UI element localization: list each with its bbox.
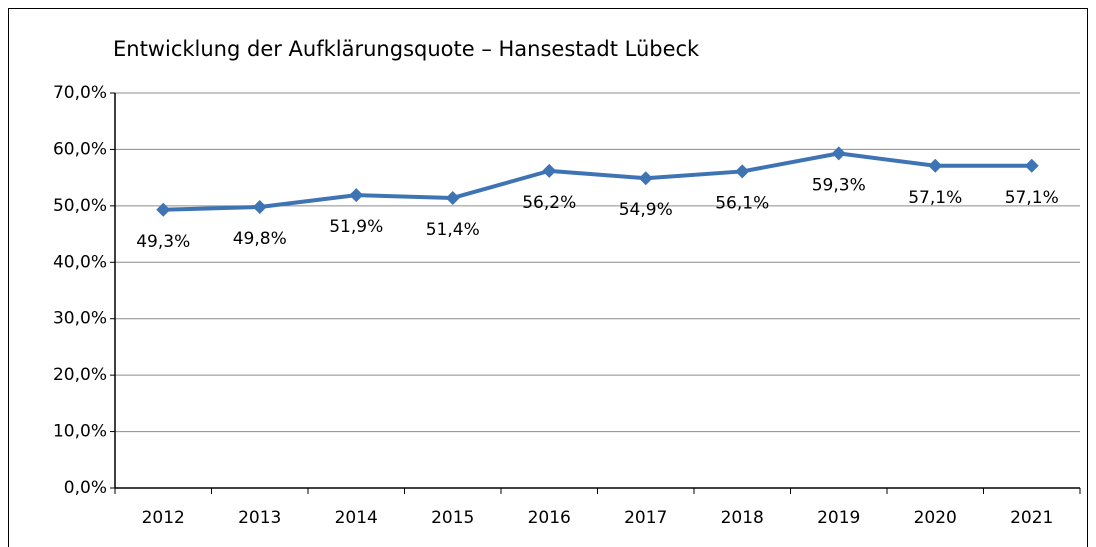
- point-marker: [831, 146, 846, 161]
- data-label: 56,1%: [715, 193, 769, 213]
- y-tick-label: 70,0%: [53, 83, 107, 103]
- point-marker: [542, 163, 557, 178]
- data-label: 59,3%: [812, 175, 866, 195]
- data-label: 51,9%: [329, 217, 383, 237]
- x-tick-label: 2021: [1010, 508, 1053, 528]
- chart-title: Entwicklung der Aufklärungsquote – Hanse…: [113, 37, 700, 61]
- x-tick-label: 2019: [817, 508, 860, 528]
- x-tick-label: 2014: [335, 508, 378, 528]
- x-tick-label: 2020: [914, 508, 957, 528]
- y-tick-label: 20,0%: [53, 365, 107, 385]
- x-tick-label: 2018: [721, 508, 764, 528]
- point-marker: [638, 171, 653, 186]
- data-label: 57,1%: [908, 188, 962, 208]
- data-label: 49,3%: [136, 232, 190, 252]
- y-tick-label: 60,0%: [53, 139, 107, 159]
- y-tick-label: 50,0%: [53, 196, 107, 216]
- point-marker: [252, 199, 267, 214]
- point-marker: [928, 158, 943, 173]
- y-tick-label: 40,0%: [53, 252, 107, 272]
- point-marker: [156, 202, 171, 217]
- data-label: 57,1%: [1005, 188, 1059, 208]
- data-label: 49,8%: [233, 229, 287, 249]
- y-tick-label: 30,0%: [53, 309, 107, 329]
- x-tick-label: 2013: [238, 508, 281, 528]
- point-marker: [735, 164, 750, 179]
- point-marker: [1024, 158, 1039, 173]
- chart-frame: [8, 8, 1088, 547]
- y-tick-label: 0,0%: [64, 478, 107, 498]
- data-label: 56,2%: [522, 193, 576, 213]
- point-marker: [445, 190, 460, 205]
- x-tick-label: 2012: [142, 508, 185, 528]
- data-label: 51,4%: [426, 220, 480, 240]
- x-tick-label: 2017: [624, 508, 667, 528]
- point-marker: [349, 188, 364, 203]
- series-line: [163, 151, 1032, 212]
- x-tick-label: 2015: [431, 508, 474, 528]
- y-tick-label: 10,0%: [53, 422, 107, 442]
- x-tick-label: 2016: [528, 508, 571, 528]
- data-label: 54,9%: [619, 200, 673, 220]
